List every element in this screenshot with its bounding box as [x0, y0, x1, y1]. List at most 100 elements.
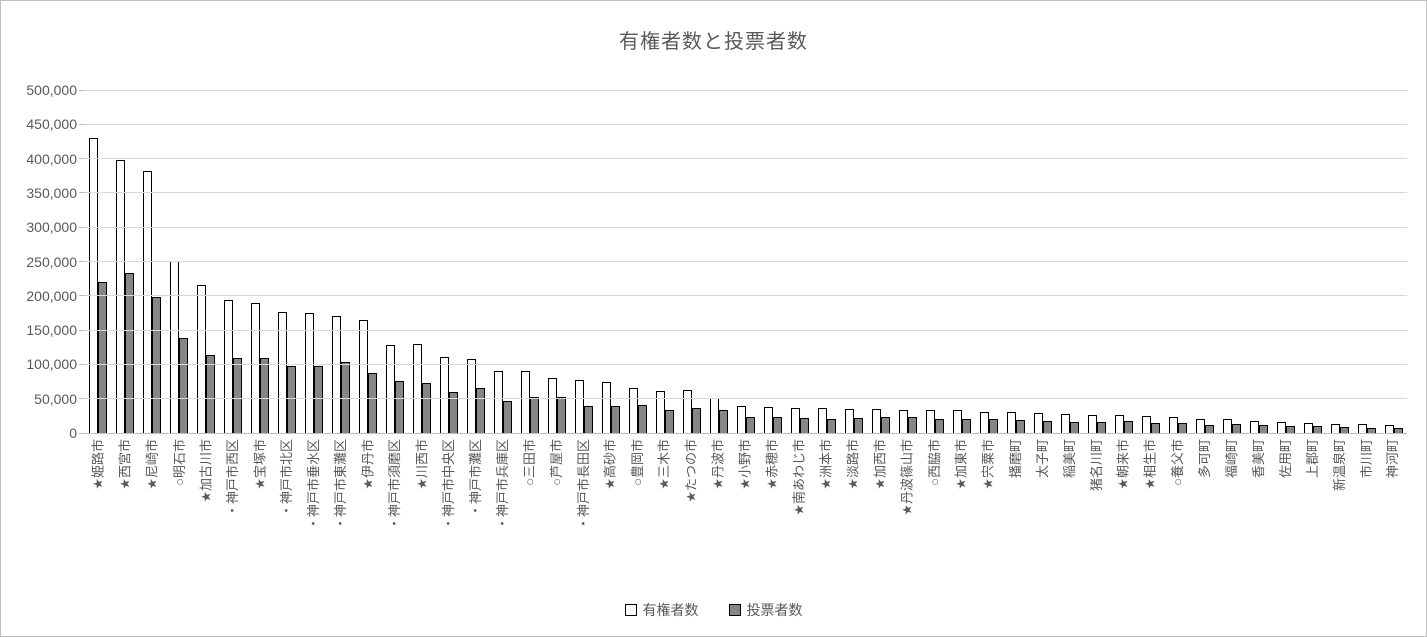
bar-eligible-voters	[548, 378, 558, 433]
bar-eligible-voters	[1087, 415, 1097, 433]
x-category-label: ★伊丹市	[360, 439, 376, 490]
bar-eligible-voters	[224, 299, 234, 433]
x-category-cell: ★姫路市	[85, 435, 112, 595]
bar-group	[922, 90, 949, 433]
bar-group	[868, 90, 895, 433]
x-category-cell: ★淡路市	[840, 435, 867, 595]
bar-group	[436, 90, 463, 433]
bar-eligible-voters	[899, 409, 909, 433]
x-category-label: 多可町	[1196, 439, 1212, 479]
x-category-cell: ★丹波市	[706, 435, 733, 595]
x-category-label: 神河町	[1385, 439, 1401, 479]
x-category-label: ○養父市	[1169, 439, 1185, 486]
bar-voters	[395, 380, 405, 433]
gridline	[85, 261, 1407, 262]
bar-voters	[988, 418, 998, 433]
x-category-label: ・神戸市灘区	[468, 439, 484, 518]
x-category-cell: ○豊岡市	[625, 435, 652, 595]
bar-voters	[260, 358, 270, 433]
bar-eligible-voters	[332, 315, 342, 433]
x-category-cell: 福崎町	[1218, 435, 1245, 595]
bar-eligible-voters	[845, 409, 855, 433]
x-category-label: 佐用町	[1277, 439, 1293, 479]
bar-group	[193, 90, 220, 433]
x-category-label: ・神戸市兵庫区	[495, 439, 511, 531]
x-category-label: ★赤穂市	[764, 439, 780, 490]
bar-eligible-voters	[1276, 422, 1286, 433]
x-category-label: ・神戸市須磨区	[387, 439, 403, 531]
y-tick-label: 0	[69, 425, 77, 441]
bar-eligible-voters	[359, 319, 369, 433]
bar-voters	[449, 391, 459, 433]
bar-voters	[908, 417, 918, 433]
bar-eligible-voters	[521, 371, 531, 433]
bar-eligible-voters	[1357, 424, 1367, 433]
x-category-cell: ○明石市	[166, 435, 193, 595]
bar-voters	[1285, 426, 1295, 433]
x-category-cell: ★宍粟市	[975, 435, 1002, 595]
x-category-cell: ・神戸市北区	[274, 435, 301, 595]
bar-group	[1380, 90, 1407, 433]
legend: 有権者数 投票者数	[1, 600, 1426, 620]
x-category-cell: ★丹波篠山市	[894, 435, 921, 595]
x-category-label: 市川町	[1358, 439, 1374, 479]
x-category-cell: ★加西市	[867, 435, 894, 595]
x-category-cell: 新温泉町	[1326, 435, 1353, 595]
bar-group	[409, 90, 436, 433]
x-category-label: ★加古川市	[198, 439, 214, 503]
x-category-cell: ★加古川市	[193, 435, 220, 595]
y-tick-label: 350,000	[26, 184, 77, 201]
x-category-cell: ・神戸市東灘区	[328, 435, 355, 595]
bar-group	[787, 90, 814, 433]
legend-item-voters: 投票者数	[728, 600, 803, 620]
x-category-cell: ・神戸市須磨区	[382, 435, 409, 595]
x-category-label: 播磨町	[1007, 439, 1023, 479]
gridline	[85, 123, 1407, 125]
x-category-cell: ★相生市	[1137, 435, 1164, 595]
bar-voters	[503, 401, 513, 433]
bar-eligible-voters	[116, 159, 126, 433]
x-category-label: 猪名川町	[1088, 439, 1104, 492]
x-category-label: ★姫路市	[90, 439, 106, 490]
y-tick-mark	[79, 432, 85, 434]
y-axis: 0 50,000 100,000 150,000 200,000 250,000 300,0…	[1, 1, 77, 636]
x-category-label: ★宍粟市	[980, 439, 996, 490]
bar-group	[382, 90, 409, 433]
bar-eligible-voters	[1249, 421, 1259, 433]
bar-voters	[287, 366, 297, 433]
x-category-label: ・神戸市北区	[279, 439, 295, 518]
x-category-label: ・神戸市垂水区	[306, 439, 322, 531]
x-category-label: ★丹波篠山市	[899, 439, 915, 516]
x-category-cell: ・神戸市長田区	[571, 435, 598, 595]
bar-voters	[179, 337, 189, 433]
bar-group	[1353, 90, 1380, 433]
bar-group	[1272, 90, 1299, 433]
x-category-cell: ○西脇市	[921, 435, 948, 595]
bar-group	[85, 90, 112, 433]
x-category-cell: ★加東市	[948, 435, 975, 595]
bar-voters	[422, 382, 432, 433]
bar-voters	[1312, 426, 1322, 433]
x-category-label: ○豊岡市	[630, 439, 646, 486]
x-category-cell: 猪名川町	[1083, 435, 1110, 595]
y-tick-label: 250,000	[26, 253, 77, 270]
x-category-cell: 神河町	[1380, 435, 1407, 595]
y-tick-label: 400,000	[26, 150, 77, 167]
x-category-label: 稲美町	[1061, 439, 1077, 479]
bar-voters	[746, 417, 756, 433]
bar-voters	[557, 397, 567, 433]
bar-eligible-voters	[494, 370, 504, 433]
x-category-label: ・神戸市中央区	[441, 439, 457, 531]
plot-area	[79, 89, 1407, 434]
x-category-label: ★小野市	[737, 439, 753, 490]
bar-group	[517, 90, 544, 433]
bar-voters	[665, 410, 675, 433]
x-category-cell: ★尼崎市	[139, 435, 166, 595]
bar-eligible-voters	[251, 303, 261, 433]
bar-voters	[961, 419, 971, 433]
bar-eligible-voters	[602, 382, 612, 433]
x-category-cell: ★伊丹市	[355, 435, 382, 595]
x-category-label: ★たつの市	[684, 439, 700, 503]
bar-group	[247, 90, 274, 433]
